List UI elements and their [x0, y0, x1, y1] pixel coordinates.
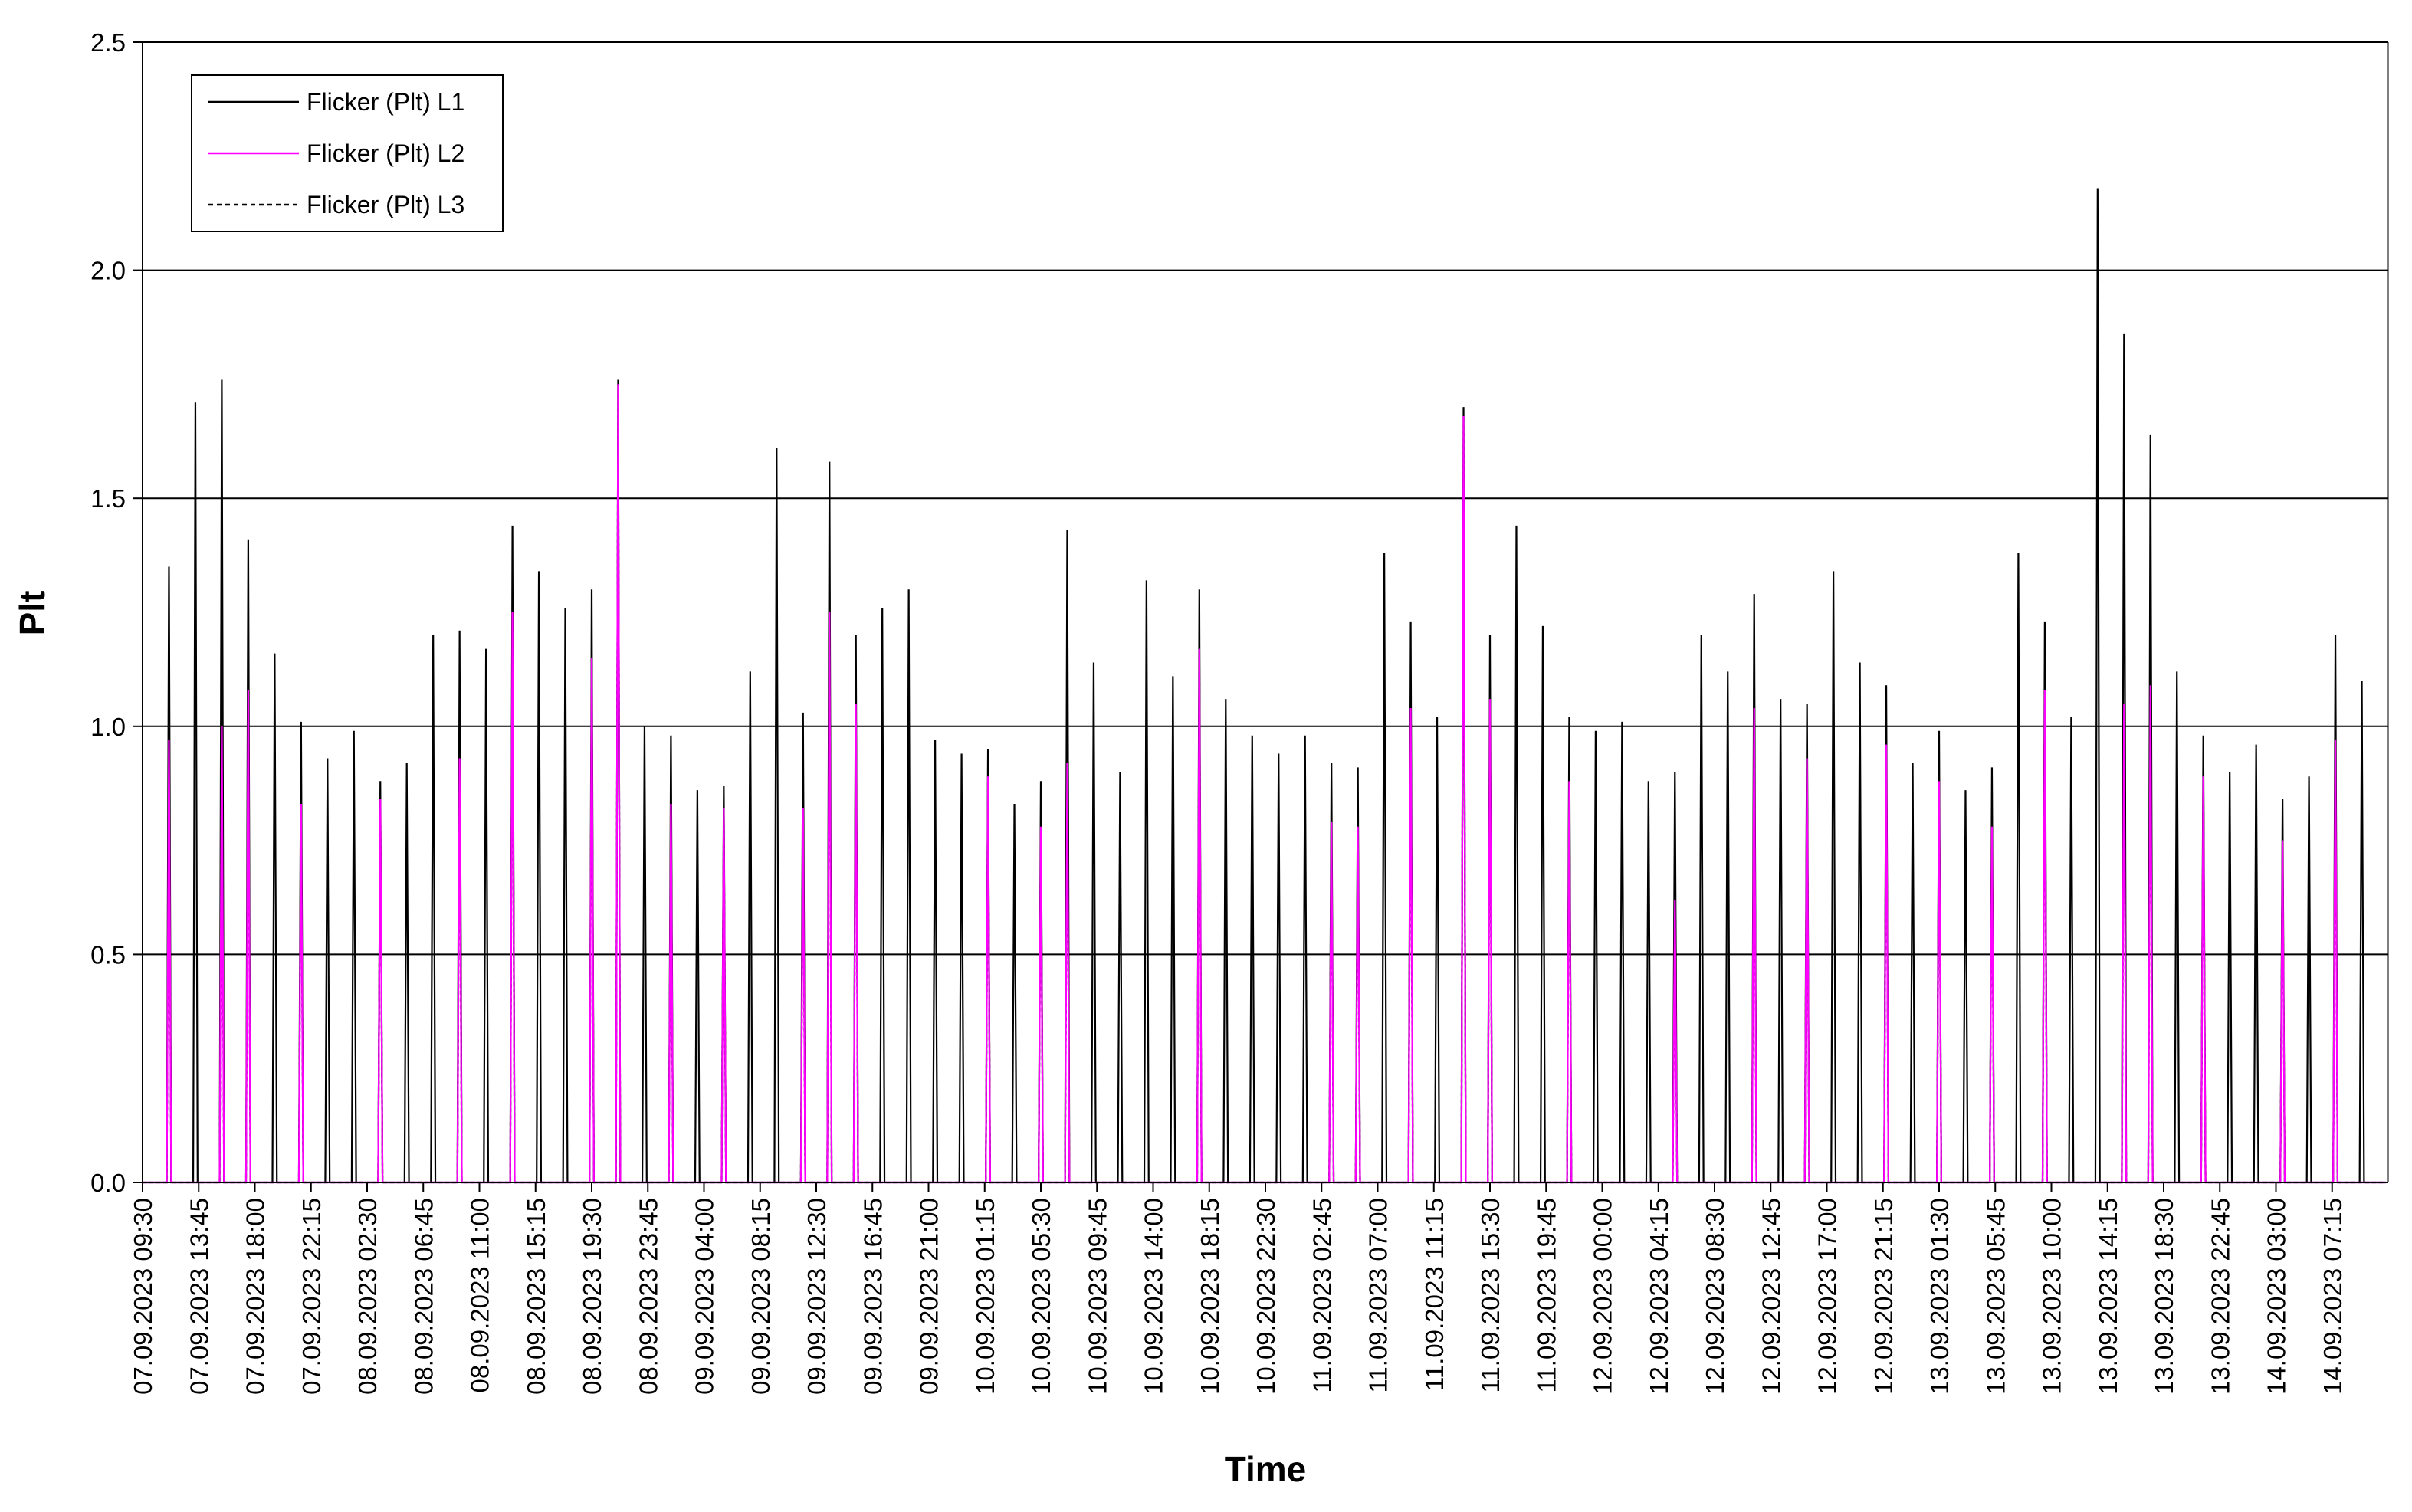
legend-label-l3: Flicker (Plt) L3	[307, 191, 464, 218]
x-axis-title: Time	[1225, 1449, 1307, 1489]
x-tick-label-11: 09.09.2023 08:15	[747, 1198, 775, 1395]
x-tick-label-1: 07.09.2023 13:45	[185, 1198, 213, 1395]
x-tick-label-21: 11.09.2023 02:45	[1308, 1198, 1336, 1392]
x-tick-label-35: 13.09.2023 14:15	[2094, 1198, 2122, 1395]
y-ticks: 0.0 0.5 1.0 1.5 2.0 2.5	[90, 28, 143, 1197]
x-tick-label-34: 13.09.2023 10:00	[2038, 1198, 2066, 1395]
x-tick-label-7: 08.09.2023 15:15	[522, 1198, 550, 1395]
x-tick-label-31: 12.09.2023 21:15	[1869, 1198, 1898, 1395]
x-tick-label-25: 11.09.2023 19:45	[1532, 1198, 1560, 1392]
y-tick-label-4: 2.0	[90, 257, 126, 285]
x-tick-label-22: 11.09.2023 07:00	[1364, 1198, 1393, 1392]
y-tick-label-2: 1.0	[90, 713, 126, 741]
legend: Flicker (Plt) L1 Flicker (Plt) L2 Flicke…	[191, 74, 504, 232]
x-tick-label-15: 10.09.2023 01:15	[971, 1198, 999, 1395]
x-tick-label-30: 12.09.2023 17:00	[1813, 1198, 1842, 1395]
x-tick-label-4: 08.09.2023 02:30	[353, 1198, 382, 1395]
x-tick-label-18: 10.09.2023 14:00	[1140, 1198, 1168, 1395]
x-tick-label-36: 13.09.2023 18:30	[2150, 1198, 2178, 1395]
x-tick-label-28: 12.09.2023 08:30	[1701, 1198, 1729, 1395]
gridlines	[143, 41, 2388, 956]
x-tick-label-9: 08.09.2023 23:45	[634, 1198, 662, 1395]
legend-label-l1: Flicker (Plt) L1	[307, 88, 464, 116]
x-tick-label-23: 11.09.2023 11:15	[1420, 1198, 1449, 1391]
x-tick-label-13: 09.09.2023 16:45	[858, 1198, 887, 1395]
x-tick-label-32: 13.09.2023 01:30	[1925, 1198, 1954, 1395]
x-tick-label-38: 14.09.2023 03:00	[2263, 1198, 2291, 1395]
y-tick-label-1: 0.5	[90, 940, 126, 969]
x-tick-label-8: 08.09.2023 19:30	[578, 1198, 606, 1395]
x-tick-label-37: 13.09.2023 22:45	[2206, 1198, 2234, 1395]
x-tick-label-6: 08.09.2023 11:00	[466, 1198, 494, 1392]
x-tick-label-12: 09.09.2023 12:30	[802, 1198, 831, 1395]
x-tick-label-39: 14.09.2023 07:15	[2318, 1198, 2347, 1395]
x-tick-label-16: 10.09.2023 05:30	[1027, 1198, 1055, 1395]
x-tick-label-14: 09.09.2023 21:00	[915, 1198, 943, 1395]
x-tick-label-26: 12.09.2023 00:00	[1589, 1198, 1617, 1395]
x-tick-label-17: 10.09.2023 09:45	[1083, 1198, 1111, 1395]
x-tick-label-10: 09.09.2023 04:00	[691, 1198, 719, 1395]
y-tick-label-5: 2.5	[90, 28, 126, 57]
y-tick-label-0: 0.0	[90, 1169, 126, 1197]
x-ticks: 07.09.2023 09:30 07.09.2023 13:45 07.09.20…	[129, 1182, 2347, 1395]
x-tick-label-5: 08.09.2023 06:45	[409, 1198, 438, 1395]
x-tick-label-27: 12.09.2023 04:15	[1645, 1198, 1673, 1395]
x-tick-label-20: 10.09.2023 22:30	[1252, 1198, 1280, 1395]
legend-label-l2: Flicker (Plt) L2	[307, 139, 464, 167]
x-tick-label-24: 11.09.2023 15:30	[1476, 1198, 1505, 1392]
x-tick-label-3: 07.09.2023 22:15	[297, 1198, 326, 1395]
y-tick-label-3: 1.5	[90, 484, 126, 513]
x-tick-label-19: 10.09.2023 18:15	[1196, 1198, 1224, 1395]
x-tick-label-29: 12.09.2023 12:45	[1757, 1198, 1785, 1395]
y-axis-title: Plt	[12, 591, 52, 636]
x-tick-label-33: 13.09.2023 05:45	[1981, 1198, 2010, 1395]
x-tick-label-0: 07.09.2023 09:30	[129, 1198, 157, 1395]
x-tick-label-2: 07.09.2023 18:00	[241, 1198, 270, 1395]
